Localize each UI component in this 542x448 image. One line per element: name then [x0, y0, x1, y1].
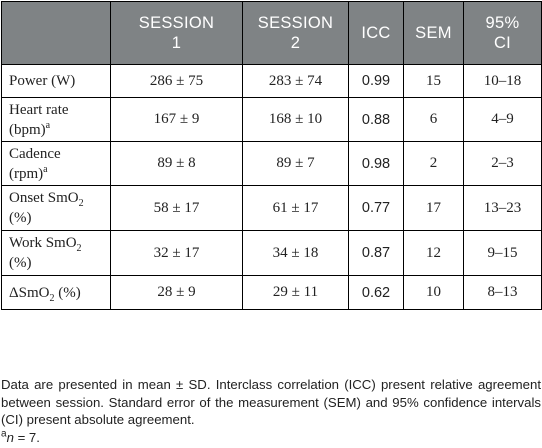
row-label: Power (W)	[1, 64, 111, 98]
cell-session-1: 28 ± 9	[110, 275, 243, 310]
cell-session-2: 168 ± 10	[242, 97, 349, 142]
header-icc: ICC	[348, 1, 404, 65]
footnote: an = 7.	[1, 429, 541, 446]
cell-sem: 12	[403, 230, 464, 276]
cell-sem: 10	[403, 275, 464, 310]
cell-session-1: 32 ± 17	[110, 230, 243, 276]
cell-session-1: 89 ± 8	[110, 141, 243, 186]
footnote-marker: a	[1, 428, 7, 440]
header-ci: 95% CI	[463, 1, 542, 65]
table-row: Power (W) 286 ± 75 283 ± 74 0.99 15 10–1…	[1, 64, 542, 98]
row-label: Work SmO2 (%)	[1, 230, 111, 276]
cell-session-1: 58 ± 17	[110, 185, 243, 231]
row-label: Onset SmO2 (%)	[1, 185, 111, 231]
cell-sem: 15	[403, 64, 464, 98]
footnote-variable: n	[6, 429, 14, 445]
row-label: Cadence (rpm)a	[1, 141, 111, 186]
row-label: ΔSmO2 (%)	[1, 275, 111, 310]
header-sem: SEM	[403, 1, 464, 65]
cell-ci: 13–23	[463, 185, 542, 231]
cell-ci: 8–13	[463, 275, 542, 310]
header-session-2: SESSION 2	[242, 1, 349, 65]
cell-sem: 17	[403, 185, 464, 231]
note-text: Data are presented in mean ± SD. Intercl…	[1, 377, 541, 427]
table-row: Heart rate (bpm)a 167 ± 9 168 ± 10 0.88 6…	[1, 97, 542, 142]
cell-session-2: 89 ± 7	[242, 141, 349, 186]
reliability-table: SESSION 1 SESSION 2 ICC SEM 95% CI Power (W…	[1, 1, 542, 310]
cell-icc: 0.77	[348, 185, 404, 231]
cell-sem: 6	[403, 97, 464, 142]
cell-session-1: 286 ± 75	[110, 64, 243, 98]
header-session-1: SESSION 1	[110, 1, 243, 65]
cell-icc: 0.62	[348, 275, 404, 310]
cell-session-2: 29 ± 11	[242, 275, 349, 310]
cell-session-2: 34 ± 18	[242, 230, 349, 276]
cell-session-2: 61 ± 17	[242, 185, 349, 231]
cell-session-1: 167 ± 9	[110, 97, 243, 142]
cell-session-2: 283 ± 74	[242, 64, 349, 98]
footnote-text: = 7.	[13, 429, 40, 445]
cell-icc: 0.87	[348, 230, 404, 276]
row-label: Heart rate (bpm)a	[1, 97, 111, 142]
table-row: Cadence (rpm)a 89 ± 8 89 ± 7 0.98 2 2–3	[1, 141, 542, 186]
cell-icc: 0.99	[348, 64, 404, 98]
cell-ci: 4–9	[463, 97, 542, 142]
cell-icc: 0.88	[348, 97, 404, 142]
table-note: Data are presented in mean ± SD. Intercl…	[1, 376, 541, 446]
header-row: SESSION 1 SESSION 2 ICC SEM 95% CI	[1, 1, 542, 65]
cell-icc: 0.98	[348, 141, 404, 186]
table-row: ΔSmO2 (%) 28 ± 9 29 ± 11 0.62 10 8–13	[1, 275, 542, 310]
table-row: Onset SmO2 (%) 58 ± 17 61 ± 17 0.77 17 13…	[1, 185, 542, 231]
cell-sem: 2	[403, 141, 464, 186]
header-empty	[1, 1, 111, 65]
cell-ci: 9–15	[463, 230, 542, 276]
table-row: Work SmO2 (%) 32 ± 17 34 ± 18 0.87 12 9–1…	[1, 230, 542, 276]
cell-ci: 2–3	[463, 141, 542, 186]
cell-ci: 10–18	[463, 64, 542, 98]
